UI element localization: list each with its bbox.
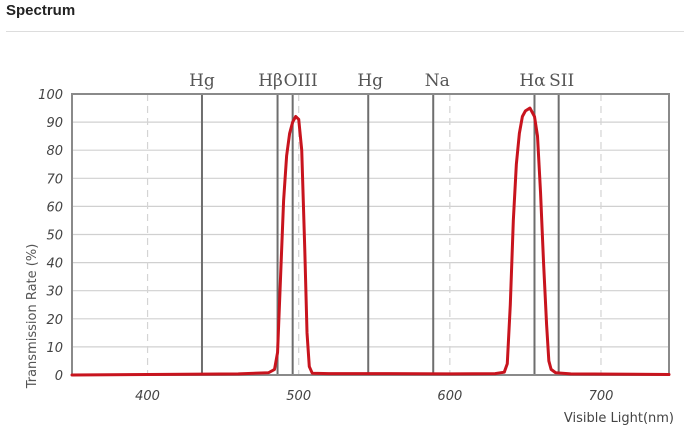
section-title: Spectrum [6, 2, 76, 19]
emission-line-label-3: Hg [357, 71, 383, 91]
emission-line-label-6: SII [549, 71, 574, 91]
emission-line-label-2: OIII [284, 71, 318, 91]
y-tick-label-20: 20 [46, 313, 63, 328]
title-divider [6, 31, 684, 32]
x-axis-label: Visible Light(nm) [564, 411, 674, 426]
y-tick-label-10: 10 [46, 341, 63, 356]
vertical-gridlines [146, 94, 602, 375]
y-tick-label-70: 70 [46, 172, 63, 187]
transmission-curve [70, 106, 671, 377]
x-tick-label-500: 500 [286, 389, 311, 404]
y-tick-label-30: 30 [46, 285, 63, 300]
y-axis-label: Transmission Rate (%) [25, 244, 40, 390]
y-tick-label-80: 80 [46, 144, 63, 159]
emission-line-label-1: Hβ [258, 71, 283, 91]
transmission-curve-group [70, 106, 671, 377]
x-tick-labels: 400 500 600 700 [135, 389, 613, 404]
x-tick-label-700: 700 [589, 389, 614, 404]
emission-lines: Hg Hβ OIII Hg Na Hα SII [189, 71, 574, 375]
emission-line-label-0: Hg [189, 71, 215, 91]
emission-line-label-4: Na [425, 71, 450, 91]
emission-line-label-5: Hα [519, 71, 546, 91]
y-tick-label-90: 90 [46, 116, 63, 131]
horizontal-gridlines [72, 121, 669, 348]
y-tick-label-40: 40 [46, 257, 63, 272]
y-tick-labels: 0 10 20 30 40 50 60 70 80 90 100 [38, 88, 63, 384]
y-tick-label-60: 60 [46, 200, 63, 215]
x-tick-label-600: 600 [437, 389, 462, 404]
y-tick-label-100: 100 [38, 88, 63, 103]
x-tick-label-400: 400 [135, 389, 160, 404]
y-tick-label-0: 0 [55, 369, 63, 384]
y-tick-label-50: 50 [46, 229, 63, 244]
